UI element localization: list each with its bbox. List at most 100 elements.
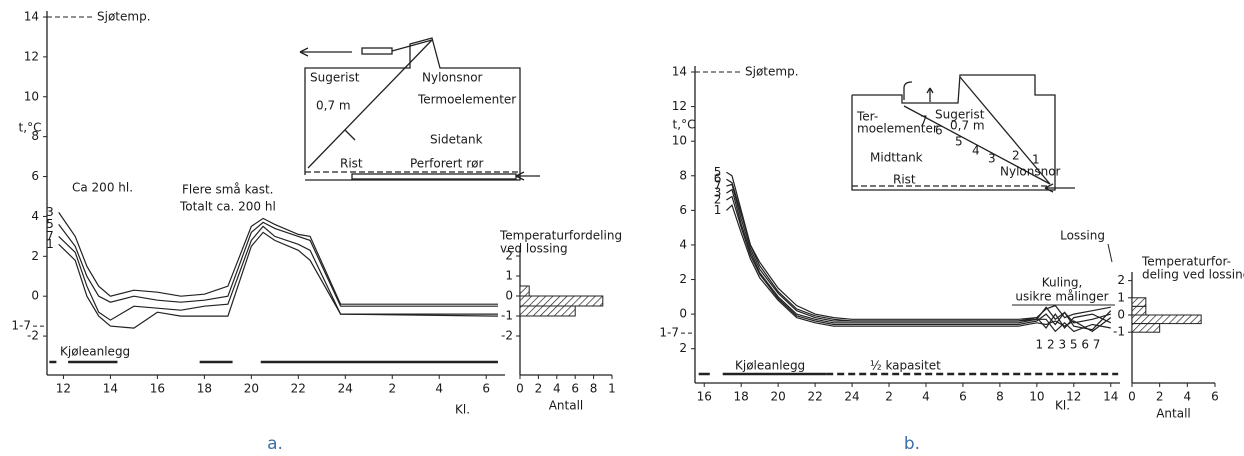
y-tick-label: 2 bbox=[1117, 273, 1125, 287]
histogram-title: Temperaturfor- bbox=[1141, 255, 1231, 269]
x-tick-label: 8 bbox=[996, 390, 1004, 404]
histogram-bar bbox=[519, 285, 530, 297]
series-line bbox=[725, 204, 1112, 333]
annotation: Flere små kast. bbox=[182, 183, 273, 197]
x-tick-label: 14 bbox=[103, 382, 118, 396]
x-tick-label: 0 bbox=[1128, 390, 1136, 404]
tank-diagram-a bbox=[299, 37, 540, 181]
y-tick-label: -2 bbox=[27, 329, 39, 343]
histogram-bar bbox=[1131, 305, 1147, 316]
series-label: 6 bbox=[714, 172, 722, 186]
x-tick-label: 4 bbox=[435, 382, 443, 396]
histogram-title: Temperaturfordeling bbox=[499, 229, 622, 243]
y-tick-label: 0 bbox=[1117, 308, 1125, 322]
x-tick-label: 20 bbox=[244, 382, 259, 396]
diagram-label: 5 bbox=[955, 135, 963, 149]
histogram-bar bbox=[519, 305, 576, 317]
x-tick-label: 2 bbox=[535, 382, 543, 396]
y-tick-label: 0 bbox=[31, 289, 39, 303]
annotation: 1 2 3 5 6 7 bbox=[1036, 338, 1101, 352]
period-label: Kjøleanlegg bbox=[60, 345, 130, 359]
x-axis-label: Antall bbox=[1156, 407, 1191, 421]
x-tick-label: 12 bbox=[56, 382, 71, 396]
diagram-label: Nylonsnor bbox=[1000, 165, 1061, 179]
series-line bbox=[58, 221, 498, 307]
reference-label: Sjøtemp. bbox=[745, 65, 799, 79]
arrow bbox=[1107, 243, 1113, 263]
series-line bbox=[726, 188, 1111, 333]
x-tick-label: 0 bbox=[516, 382, 524, 396]
series-label: 1 bbox=[714, 203, 722, 217]
annotation: Ca 200 hl. bbox=[72, 181, 133, 195]
x-tick-label: 4 bbox=[922, 390, 930, 404]
x-tick-label: 24 bbox=[844, 390, 859, 404]
diagram-label: Termoelementer bbox=[417, 93, 516, 107]
x-tick-label: 1 bbox=[608, 382, 616, 396]
diagram-label: Rist bbox=[893, 173, 916, 187]
diagram-label: 7 bbox=[920, 114, 928, 128]
series-label: 3 bbox=[46, 205, 54, 219]
y-tick-label: 8 bbox=[31, 129, 39, 143]
series-label: 5 bbox=[714, 165, 722, 179]
y-tick-label: 2 bbox=[679, 341, 687, 355]
diagram-label: 0,7 m bbox=[316, 99, 351, 113]
x-tick-label: 14 bbox=[1103, 390, 1118, 404]
x-tick-label: 20 bbox=[771, 390, 786, 404]
x-tick-label: 4 bbox=[553, 382, 561, 396]
y-tick-label: -1 bbox=[501, 309, 513, 323]
y-tick-label: 6 bbox=[31, 169, 39, 183]
x-tick-label: 8 bbox=[590, 382, 598, 396]
series-label: 7 bbox=[714, 179, 722, 193]
x-tick-label: 6 bbox=[482, 382, 490, 396]
series-label: 5 bbox=[46, 217, 54, 231]
x-tick-label: 22 bbox=[807, 390, 822, 404]
y-tick-label: 4 bbox=[31, 209, 39, 223]
series-label: 3 bbox=[714, 186, 722, 200]
diagram-label: 2 bbox=[1012, 149, 1020, 163]
x-tick-label: 4 bbox=[1184, 390, 1192, 404]
reference-label: Sjøtemp. bbox=[97, 10, 151, 24]
histogram-title: deling ved lossing bbox=[1142, 268, 1244, 282]
period-label: ½ kapasitet bbox=[870, 359, 941, 373]
histogram-bar bbox=[1131, 323, 1161, 333]
diagram-label: 3 bbox=[988, 152, 996, 166]
histogram-title: ved lossing bbox=[500, 242, 568, 256]
y-tick-label: 2 bbox=[679, 272, 687, 286]
diagram-label: Ter- bbox=[856, 110, 878, 124]
y-tick-label: 0 bbox=[505, 289, 513, 303]
panel-caption: b. bbox=[904, 434, 920, 454]
histogram-bar bbox=[519, 295, 604, 307]
x-axis-label: Antall bbox=[549, 399, 584, 413]
y-tick-label: 10 bbox=[672, 134, 687, 148]
series-label: 2 bbox=[714, 192, 722, 206]
y-tick-label: 8 bbox=[679, 168, 687, 182]
diagram-label: 4 bbox=[972, 144, 980, 158]
diagram-label: Midttank bbox=[870, 151, 923, 165]
diagram-label: 0,7 m bbox=[950, 119, 985, 133]
diagram-label: Rist bbox=[340, 157, 363, 171]
series-line bbox=[726, 183, 1112, 329]
x-tick-label: 10 bbox=[1029, 390, 1044, 404]
series-line bbox=[58, 212, 498, 305]
y-tick-label: 2 bbox=[505, 249, 513, 263]
y-tick-label: 14 bbox=[24, 10, 39, 24]
diagram-label: Nylonsnor bbox=[422, 71, 483, 85]
y-tick-label: -2 bbox=[501, 329, 513, 343]
y-tick-label: 12 bbox=[672, 99, 687, 113]
x-tick-label: 18 bbox=[197, 382, 212, 396]
x-tick-label: 2 bbox=[1156, 390, 1164, 404]
panel-caption: a. bbox=[267, 434, 283, 454]
series-line bbox=[726, 195, 1112, 331]
diagram-label: Sidetank bbox=[430, 133, 483, 147]
y-tick-label: 6 bbox=[679, 203, 687, 217]
diagram-label: Perforert rør bbox=[410, 157, 483, 171]
reference-label: 1-7 bbox=[11, 319, 31, 333]
series-line bbox=[726, 171, 1111, 320]
histogram-bar bbox=[1131, 297, 1147, 307]
x-tick-label: 16 bbox=[150, 382, 165, 396]
histogram-bar bbox=[1131, 314, 1202, 325]
diagram-label: 1 bbox=[1032, 153, 1040, 167]
annotation: Kuling, bbox=[1042, 276, 1083, 290]
